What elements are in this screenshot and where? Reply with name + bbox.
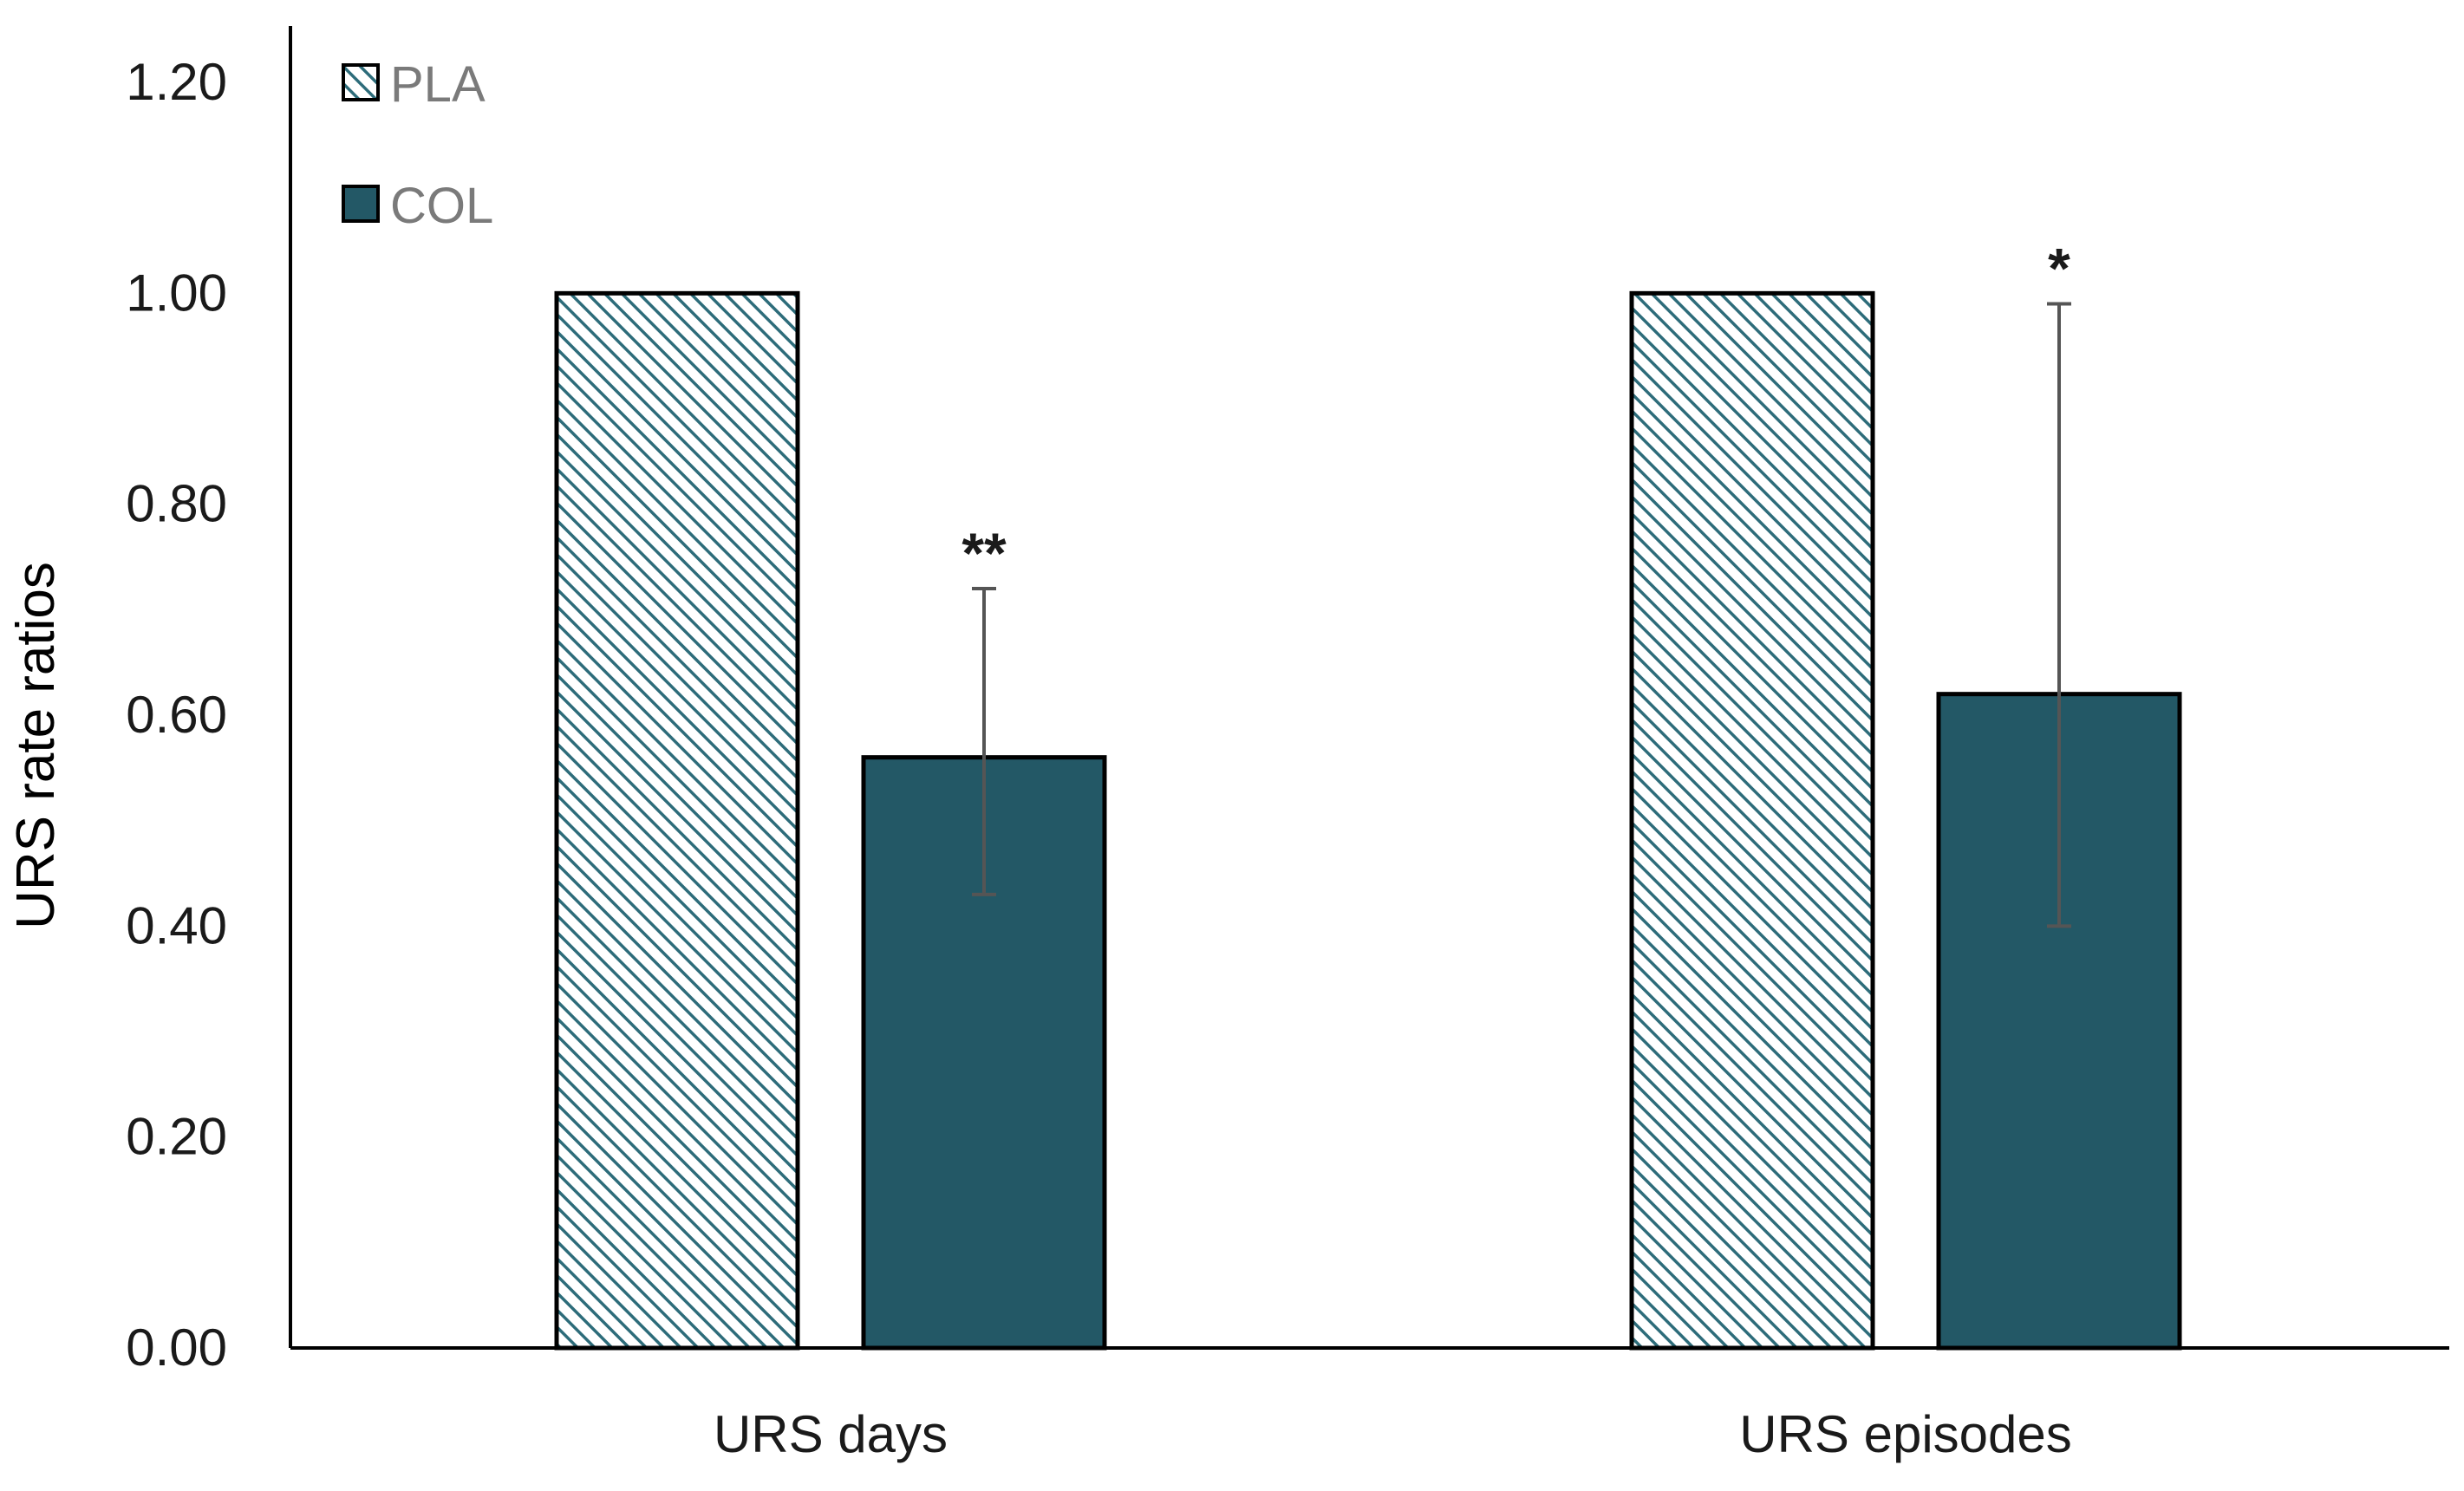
axes: 0.00 0.20 0.40 0.60 0.80 1.00 1.20 URS rate rat… — [6, 26, 2449, 1377]
bar-pla-2 — [1629, 290, 1875, 1351]
y-axis-title: URS rate ratios — [6, 562, 66, 929]
legend-label-col: COL — [390, 178, 493, 234]
legend-swatch-pla — [342, 63, 380, 101]
legend-label-pla: PLA — [390, 56, 486, 113]
legend: PLA COL — [342, 56, 493, 234]
legend-swatch-col — [342, 185, 380, 223]
error-bars — [972, 302, 2071, 928]
bar-pla-1 — [554, 290, 800, 1351]
y-tick-label: 0.00 — [126, 1318, 227, 1377]
y-tick-label: 1.00 — [126, 264, 227, 322]
y-tick-label: 0.60 — [126, 686, 227, 744]
significance-marker-1: ** — [961, 521, 1007, 585]
significance-marker-2: * — [2048, 237, 2070, 301]
x-category-label: URS episodes — [1739, 1405, 2072, 1463]
x-category-label: URS days — [714, 1405, 948, 1463]
y-tick-label: 0.20 — [126, 1108, 227, 1166]
bars — [554, 290, 2182, 1351]
labels: ** URS days * URS episodes — [714, 237, 2072, 1464]
y-tick-label: 1.20 — [126, 53, 227, 111]
y-tick-label: 0.80 — [126, 475, 227, 533]
y-tick-label: 0.40 — [126, 896, 227, 954]
